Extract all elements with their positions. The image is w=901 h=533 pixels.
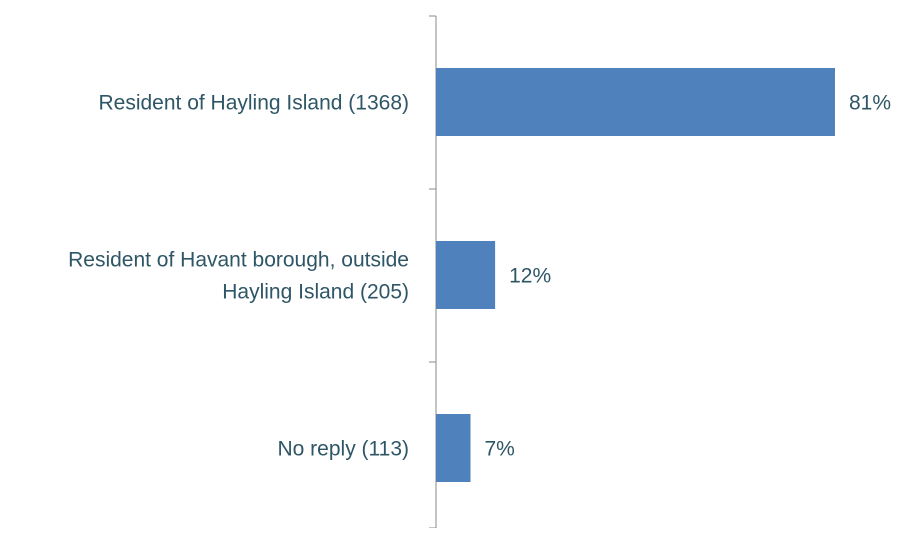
- category-label-line: Resident of Havant borough, outside: [68, 248, 409, 271]
- bar: [436, 68, 835, 136]
- bar: [436, 241, 496, 309]
- category-label: Resident of Hayling Island (1368): [98, 91, 409, 114]
- category-label: No reply (113): [278, 437, 410, 460]
- data-label: 7%: [484, 437, 514, 460]
- data-label: 81%: [849, 91, 891, 114]
- category-label: Resident of Havant borough, outside Hayli…: [68, 248, 409, 303]
- bar: [436, 414, 471, 482]
- bars: [436, 68, 835, 482]
- data-label: 12%: [509, 264, 551, 287]
- category-label-line: Resident of Hayling Island (1368): [98, 91, 409, 114]
- category-label-line: Hayling Island (205): [222, 280, 409, 303]
- category-label-line: No reply (113): [278, 437, 410, 460]
- data-labels: 81% 12% 7%: [484, 91, 891, 460]
- category-labels: Resident of Hayling Island (1368) Residen…: [68, 91, 409, 460]
- axis-ticks: [429, 15, 436, 529]
